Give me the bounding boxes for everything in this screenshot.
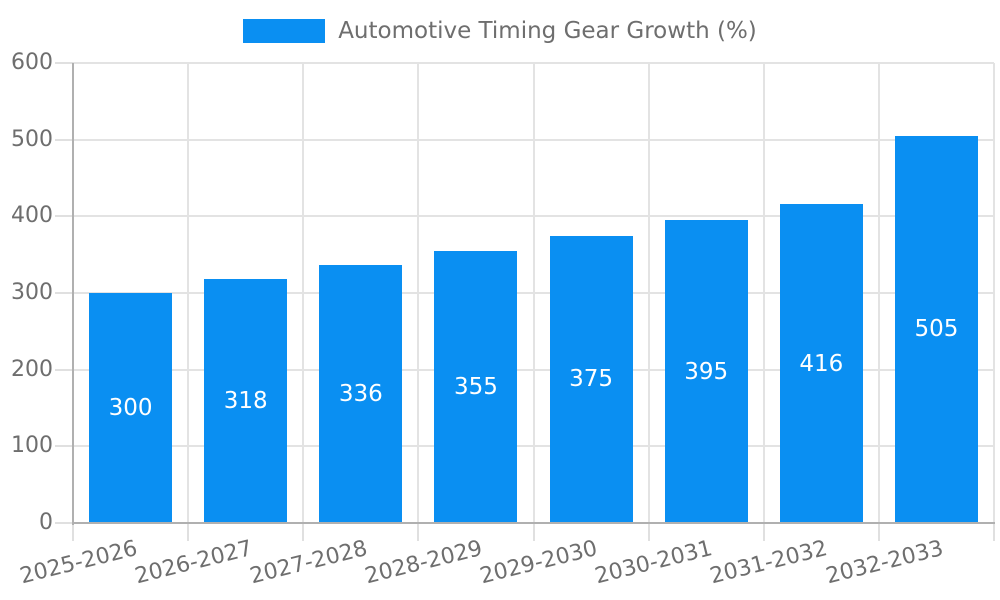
x-axis-tick-label: 2028-2029	[362, 536, 485, 590]
y-axis-tick-mark	[55, 292, 73, 294]
y-axis-tick-mark	[55, 215, 73, 218]
gridline-vertical	[532, 63, 535, 523]
bar-2029-2030[interactable]	[549, 235, 633, 522]
x-axis-tick-label: 2031-2032	[707, 536, 831, 590]
bar-2025-2026[interactable]	[89, 293, 173, 522]
y-axis-tick-label: 0	[39, 510, 53, 535]
bar-2030-2031[interactable]	[664, 220, 748, 522]
gridline-vertical	[647, 63, 650, 523]
y-axis-tick-mark	[55, 522, 73, 524]
bar-2027-2028[interactable]	[319, 265, 403, 522]
bar-2028-2029[interactable]	[434, 250, 518, 522]
x-axis-tick-label: 2030-2031	[592, 536, 716, 590]
x-axis-tick-mark	[877, 523, 880, 541]
gridline-vertical	[762, 63, 765, 523]
x-axis-tick-mark	[187, 523, 190, 541]
bar-2032-2033[interactable]	[894, 135, 978, 522]
gridline-vertical	[417, 63, 420, 523]
x-axis-tick-mark	[647, 523, 650, 541]
y-axis-tick-label: 400	[11, 203, 53, 229]
x-axis-line	[72, 522, 995, 524]
y-axis-tick-mark	[55, 138, 73, 141]
y-axis-tick-label: 600	[11, 50, 53, 75]
x-axis-tick-mark	[993, 523, 995, 541]
x-axis-tick-mark	[532, 523, 535, 541]
gridline-vertical	[302, 63, 305, 523]
legend-item[interactable]: Automotive Timing Gear Growth (%)	[243, 18, 757, 44]
x-axis-tick-label: 2027-2028	[247, 536, 370, 590]
y-axis-tick-label: 200	[11, 356, 53, 382]
legend-swatch	[243, 19, 326, 43]
gridline-vertical	[993, 63, 995, 523]
x-axis-tick-label: 2026-2027	[132, 536, 255, 590]
legend: Automotive Timing Gear Growth (%)	[0, 18, 1000, 44]
y-axis-tick-mark	[55, 62, 73, 64]
gridline-vertical	[877, 63, 880, 523]
x-axis-tick-label: 2029-2030	[477, 536, 601, 590]
y-axis-tick-label: 300	[11, 280, 53, 305]
y-axis-line	[72, 63, 74, 525]
y-axis-tick-label: 500	[11, 126, 53, 152]
bar-2031-2032[interactable]	[779, 204, 863, 522]
y-axis-tick-label: 100	[11, 433, 53, 459]
x-axis-tick-label: 2025-2026	[17, 536, 140, 590]
y-axis-tick-mark	[55, 368, 73, 371]
gridline-vertical	[187, 63, 190, 523]
x-axis-tick-mark	[417, 523, 420, 541]
legend-label: Automotive Timing Gear Growth (%)	[338, 18, 757, 44]
x-axis-tick-label: 2032-2033	[823, 536, 946, 590]
bar-2026-2027[interactable]	[204, 279, 288, 522]
x-axis-tick-mark	[302, 523, 305, 541]
x-axis-tick-mark	[762, 523, 765, 541]
y-axis-tick-mark	[55, 445, 73, 448]
x-axis-tick-mark	[72, 523, 74, 541]
